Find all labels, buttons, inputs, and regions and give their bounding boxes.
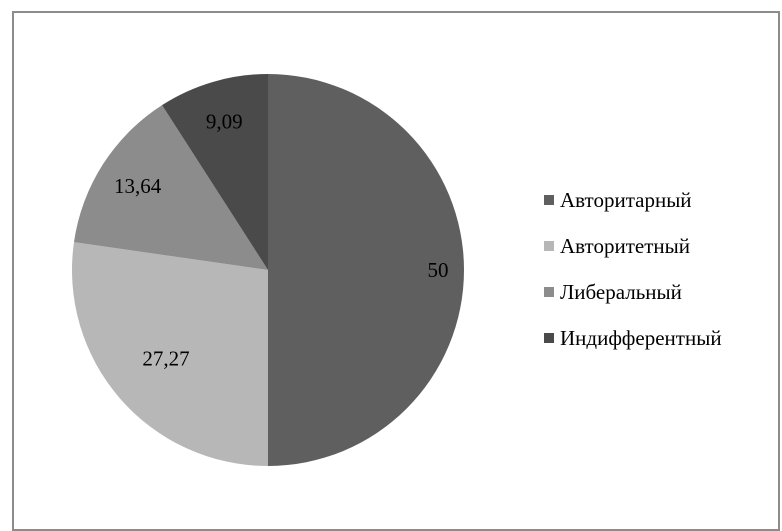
pie-slice-1	[268, 74, 464, 466]
legend: Авторитарный Авторитетный Либеральный Индиф…	[544, 188, 722, 350]
legend-swatch-2	[544, 241, 554, 251]
pie-slice-4	[162, 74, 268, 270]
data-label-2: 27,27	[142, 346, 189, 370]
data-label-4: 9,09	[206, 109, 243, 133]
legend-label-2: Авторитетный	[560, 234, 690, 258]
legend-label-1: Авторитарный	[560, 188, 692, 212]
legend-label-4: Индифферентный	[560, 326, 722, 350]
legend-swatch-4	[544, 333, 554, 343]
pie-slices	[71, 74, 464, 466]
legend-swatch-1	[544, 195, 554, 205]
pie-slice-2	[71, 242, 268, 466]
legend-swatch-3	[544, 287, 554, 297]
legend-label-3: Либеральный	[560, 280, 682, 304]
data-labels: 50 27,27 13,64 9,09	[114, 109, 449, 370]
data-label-1: 50	[428, 258, 449, 282]
data-label-3: 13,64	[114, 174, 162, 198]
pie-chart: 50 27,27 13,64 9,09 Авторитарный Авторитетны…	[71, 74, 722, 466]
pie-slice-3	[73, 105, 269, 270]
